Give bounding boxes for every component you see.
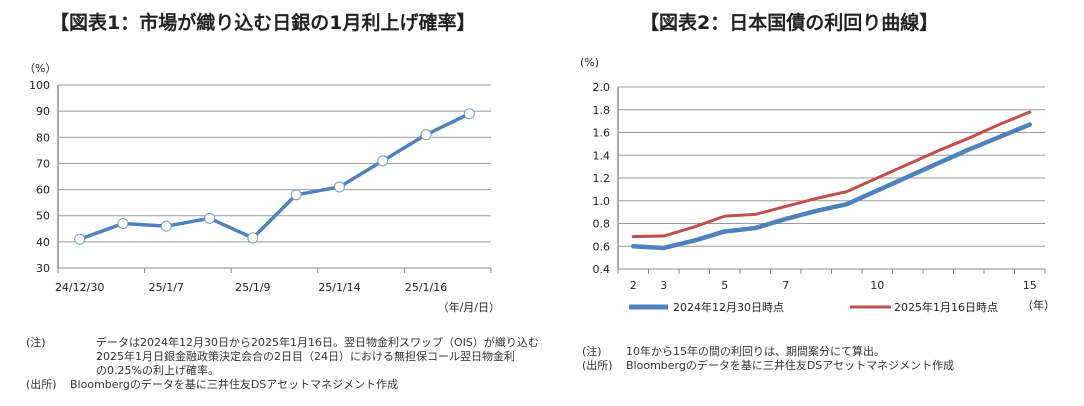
source-text: Bloombergのデータを基に三井住友DSアセットマネジメント作成 <box>70 378 399 391</box>
y-tick-label: 50 <box>36 210 50 223</box>
y-tick-label: 0.4 <box>593 263 611 276</box>
chart1-x-unit: （年/月/日） <box>438 300 500 314</box>
note-line: の0.25%の利上げ確率。 <box>96 364 219 377</box>
legend-label-series2: 2025年1月16日時点 <box>894 300 998 314</box>
x-tick-label: 10 <box>870 279 884 292</box>
y-tick-label: 1.8 <box>593 104 611 117</box>
chart2-notes: (注) 10年から15年の間の利回りは、期間案分にて算出。 (出所) Bloombe… <box>582 345 954 373</box>
y-tick-label: 100 <box>29 79 50 92</box>
chart2: 0.4 0.6 0.8 1.0 1.2 1.4 1.6 1.8 2.0 2 3 5 7 10 15 <box>593 81 1046 292</box>
x-tick-label: 2 <box>630 279 637 292</box>
x-tick-label: 3 <box>660 279 667 292</box>
y-tick-label: 1.4 <box>593 149 611 162</box>
x-tick-label: 24/12/30 <box>55 281 104 294</box>
source-label: (出所) <box>582 359 613 372</box>
note-line: 2025年1月日銀金融政策決定会合の2日目（24日）における無担保コール翌日物金… <box>96 350 515 363</box>
chart2-x-unit: （年） <box>1022 298 1055 312</box>
series-line-1 <box>631 122 1032 251</box>
x-tick-label: 15 <box>1023 279 1037 292</box>
data-point <box>247 232 259 244</box>
data-point <box>160 220 172 232</box>
x-tick-label: 25/1/14 <box>318 281 360 294</box>
data-point <box>420 129 432 141</box>
series-line-1 <box>77 112 472 241</box>
y-tick-label: 70 <box>36 157 50 170</box>
source-label: (出所) <box>26 378 57 391</box>
note-text: 10年から15年の間の利回りは、期間案分にて算出。 <box>626 345 885 358</box>
chart1-notes: (注) データは2024年12月30日から2025年1月16日。翌日物金利スワップ… <box>26 336 539 392</box>
data-point <box>204 212 216 224</box>
note-label: (注) <box>26 336 46 349</box>
data-point <box>377 155 389 167</box>
x-tick-label: 25/1/16 <box>405 281 447 294</box>
data-point <box>290 189 302 201</box>
chart1-y-unit: （%） <box>24 62 56 75</box>
y-tick-label: 40 <box>36 236 50 249</box>
chart2-legend: 2024年12月30日時点 2025年1月16日時点 <box>629 300 998 314</box>
chart1-title: 【図表1：市場が織り込む日銀の1月利上げ確率】 <box>50 12 476 34</box>
x-tick-label: 25/1/9 <box>235 281 270 294</box>
data-point <box>333 181 345 193</box>
note-line: データは2024年12月30日から2025年1月16日。翌日物金利スワップ（OI… <box>96 336 539 349</box>
data-point <box>117 218 129 230</box>
y-tick-label: 1.6 <box>593 127 611 140</box>
y-tick-label: 2.0 <box>593 81 611 94</box>
series-line-2 <box>631 110 1032 239</box>
y-tick-label: 90 <box>36 105 50 118</box>
note-label: (注) <box>582 345 602 358</box>
y-tick-label: 60 <box>36 184 50 197</box>
data-point <box>463 108 475 120</box>
y-tick-label: 1.2 <box>593 172 611 185</box>
y-tick-label: 0.6 <box>593 240 611 253</box>
x-tick-label: 7 <box>782 279 789 292</box>
x-tick-label: 25/1/7 <box>149 281 184 294</box>
source-text: Bloombergのデータを基に三井住友DSアセットマネジメント作成 <box>626 359 955 372</box>
chart1: 30 40 50 60 70 80 90 100 24/12/30 25/1/7 25/1/9 25/… <box>29 79 492 294</box>
data-point <box>74 233 86 245</box>
y-tick-label: 1.0 <box>593 195 611 208</box>
chart2-y-unit: (%) <box>580 56 599 69</box>
chart2-title: 【図表2：日本国債の利回り曲線】 <box>640 12 939 34</box>
y-tick-label: 0.8 <box>593 218 611 231</box>
legend-label-series1: 2024年12月30日時点 <box>673 300 784 314</box>
y-tick-label: 80 <box>36 131 50 144</box>
x-tick-label: 5 <box>721 279 728 292</box>
y-tick-label: 30 <box>36 262 50 275</box>
